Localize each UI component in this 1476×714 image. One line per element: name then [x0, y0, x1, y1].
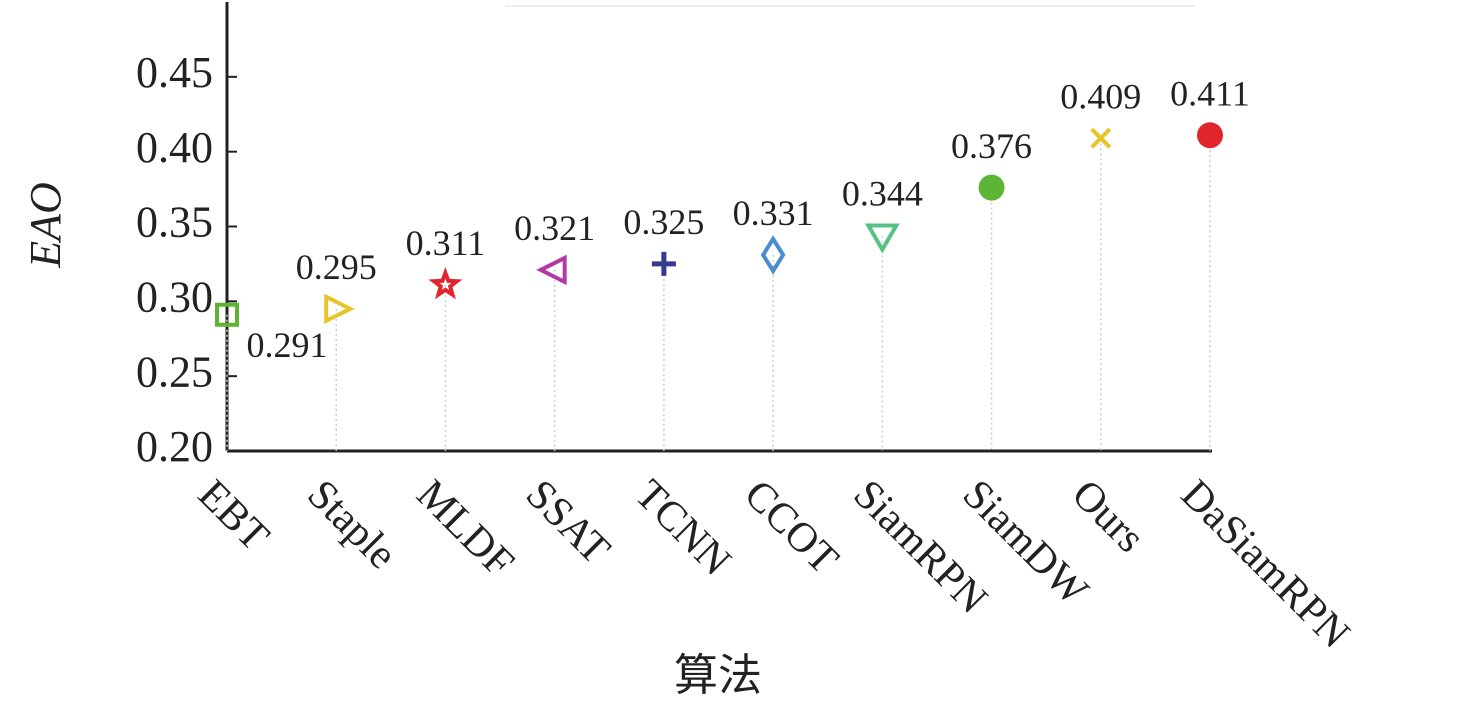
- x-tick-label: Ours: [1063, 471, 1153, 561]
- y-tick-label: 0.35: [136, 198, 213, 247]
- y-tick-label: 0.40: [136, 123, 213, 172]
- data-label: 0.321: [514, 208, 595, 248]
- x-axis-label: 算法: [674, 651, 762, 700]
- marker: [536, 254, 567, 286]
- x-tick-label: DaSiamRPN: [1172, 471, 1358, 657]
- data-label: 0.409: [1060, 76, 1141, 116]
- data-label: 0.331: [733, 193, 814, 233]
- y-tick-label: 0.20: [136, 422, 213, 471]
- marker: [1197, 122, 1223, 149]
- marker: [428, 267, 463, 300]
- marker: [978, 174, 1005, 201]
- x-tick-label: EBT: [189, 471, 278, 560]
- marker: [760, 235, 786, 275]
- marker: [864, 223, 900, 254]
- y-tick-label: 0.25: [136, 347, 213, 396]
- marker: [1090, 127, 1112, 149]
- data-label: 0.344: [842, 174, 923, 214]
- data-label: 0.411: [1170, 73, 1250, 113]
- marker: [324, 293, 355, 325]
- data-label: 0.291: [247, 325, 328, 365]
- x-tick-label: MLDF: [408, 471, 523, 586]
- data-label: 0.325: [623, 202, 704, 242]
- y-tick-label: 0.45: [136, 48, 213, 97]
- x-tick-label: SSAT: [517, 471, 619, 573]
- data-label: 0.376: [951, 126, 1032, 166]
- x-tick-label: Staple: [298, 471, 405, 578]
- y-tick-label: 0.30: [136, 272, 213, 321]
- y-axis-label: EAO: [21, 182, 70, 269]
- data-label: 0.311: [406, 223, 486, 263]
- marker: [215, 302, 239, 327]
- x-tick-label: CCOT: [735, 471, 847, 583]
- data-label: 0.295: [296, 247, 377, 287]
- x-tick-label: TCNN: [626, 471, 739, 584]
- marker: [651, 251, 676, 276]
